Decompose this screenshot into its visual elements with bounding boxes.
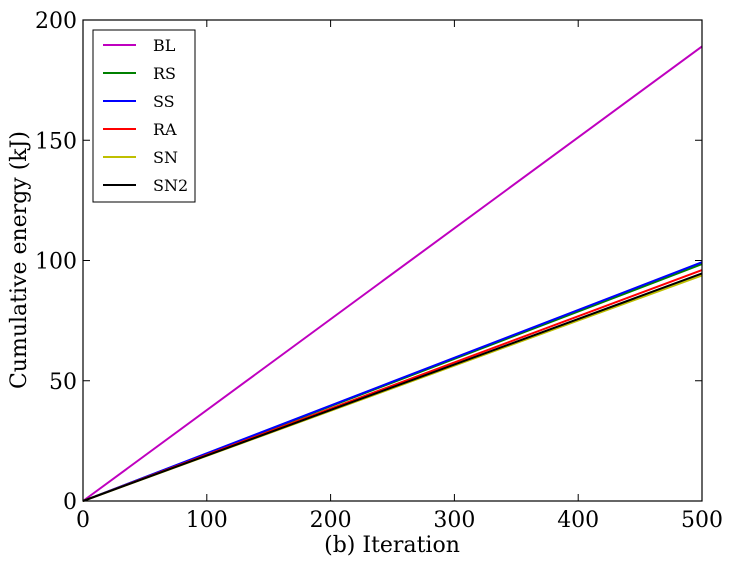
- legend-label-bl: BL: [153, 36, 176, 55]
- legend-label-ss: SS: [153, 92, 175, 111]
- y-tick-label: 0: [63, 490, 77, 515]
- y-axis-label: Cumulative energy (kJ): [7, 131, 32, 389]
- y-tick-label: 150: [35, 129, 77, 154]
- series-line-ss: [82, 261, 703, 502]
- x-tick-label: 100: [186, 508, 228, 533]
- x-axis-label: (b) Iteration: [324, 533, 460, 558]
- x-tick-label: 200: [310, 508, 352, 533]
- x-tick-label: 400: [557, 508, 599, 533]
- x-tick-label: 0: [76, 508, 90, 533]
- legend-label-sn: SN: [153, 148, 178, 167]
- y-tick-label: 50: [49, 370, 77, 395]
- x-tick-label: 500: [681, 508, 723, 533]
- series-layer: [82, 45, 703, 502]
- series-line-sn2: [82, 272, 703, 502]
- legend-frame: [92, 29, 196, 203]
- series-line-bl: [82, 45, 703, 502]
- legend-label-ra: RA: [153, 120, 177, 139]
- ticks-layer: 0 100 200 300 400 500 0 50 100 150 200: [35, 9, 723, 533]
- y-tick-label: 200: [35, 9, 77, 34]
- y-tick-label: 100: [35, 250, 77, 275]
- legend: BL RS SS RA SN SN2: [92, 29, 196, 203]
- legend-label-rs: RS: [153, 64, 176, 83]
- legend-label-sn2: SN2: [153, 176, 188, 195]
- x-tick-label: 300: [433, 508, 475, 533]
